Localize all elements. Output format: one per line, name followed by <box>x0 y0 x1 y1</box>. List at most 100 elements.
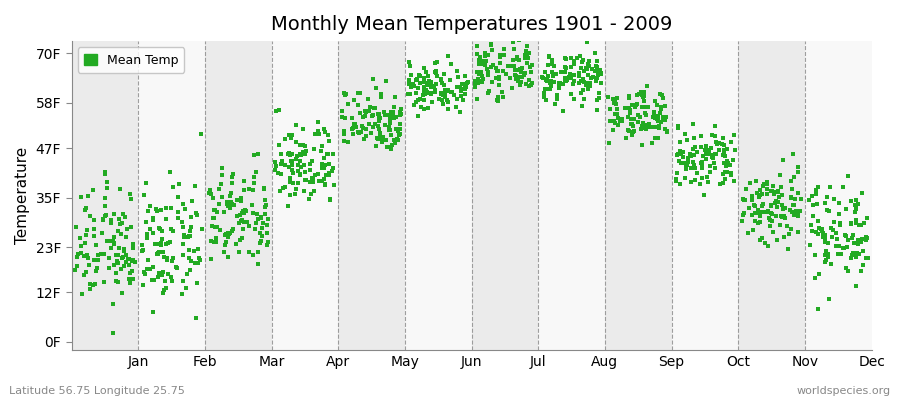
Mean Temp <box>410 85 425 92</box>
Mean Temp <box>458 91 473 97</box>
Mean Temp <box>572 80 586 86</box>
Mean Temp <box>646 124 661 130</box>
Mean Temp <box>417 90 431 96</box>
Mean Temp <box>312 178 327 184</box>
Mean Temp <box>218 232 232 238</box>
Mean Temp <box>255 224 269 231</box>
Mean Temp <box>626 116 641 122</box>
Mean Temp <box>346 97 361 104</box>
Mean Temp <box>151 248 166 255</box>
Mean Temp <box>688 165 702 171</box>
Mean Temp <box>84 286 98 292</box>
Mean Temp <box>88 281 103 287</box>
Mean Temp <box>651 135 665 141</box>
Mean Temp <box>219 231 233 237</box>
Mean Temp <box>268 167 283 173</box>
Mean Temp <box>702 169 716 176</box>
Mean Temp <box>484 40 499 47</box>
Mean Temp <box>225 180 239 186</box>
Mean Temp <box>658 126 672 132</box>
Mean Temp <box>607 100 621 106</box>
Mean Temp <box>86 233 101 239</box>
Mean Temp <box>220 253 235 260</box>
Mean Temp <box>636 92 651 99</box>
Mean Temp <box>434 77 448 83</box>
Mean Temp <box>610 106 625 112</box>
Mean Temp <box>717 142 732 148</box>
Mean Temp <box>811 231 825 238</box>
Mean Temp <box>474 79 489 85</box>
Mean Temp <box>718 176 733 182</box>
Mean Temp <box>585 66 599 72</box>
Mean Temp <box>90 252 104 258</box>
Mean Temp <box>506 56 520 63</box>
Mean Temp <box>322 172 337 178</box>
Mean Temp <box>574 90 589 96</box>
Mean Temp <box>427 83 441 90</box>
Mean Temp <box>278 162 293 168</box>
Mean Temp <box>716 152 730 158</box>
Mean Temp <box>622 95 636 101</box>
Mean Temp <box>627 128 642 134</box>
Mean Temp <box>572 52 587 59</box>
Mean Temp <box>310 170 325 177</box>
Mean Temp <box>384 112 399 118</box>
Mean Temp <box>169 264 184 270</box>
Mean Temp <box>392 128 406 134</box>
Mean Temp <box>269 108 284 114</box>
Mean Temp <box>850 282 864 289</box>
Bar <box>738 41 805 350</box>
Mean Temp <box>140 234 155 241</box>
Bar <box>272 41 338 350</box>
Mean Temp <box>146 230 160 237</box>
Mean Temp <box>189 280 203 286</box>
Mean Temp <box>386 112 400 118</box>
Mean Temp <box>135 242 149 248</box>
Mean Temp <box>806 202 821 208</box>
Mean Temp <box>450 84 464 90</box>
Mean Temp <box>695 175 709 181</box>
Mean Temp <box>515 74 529 80</box>
Mean Temp <box>155 272 169 278</box>
Mean Temp <box>286 170 301 176</box>
Mean Temp <box>860 255 875 262</box>
Mean Temp <box>156 249 170 255</box>
Mean Temp <box>240 219 255 226</box>
Mean Temp <box>176 290 190 297</box>
Mean Temp <box>790 190 805 196</box>
Mean Temp <box>176 219 190 226</box>
Mean Temp <box>297 188 311 195</box>
Mean Temp <box>325 168 339 174</box>
Mean Temp <box>305 176 320 182</box>
Mean Temp <box>763 188 778 194</box>
Mean Temp <box>473 54 488 60</box>
Mean Temp <box>582 80 597 86</box>
Mean Temp <box>122 276 136 282</box>
Mean Temp <box>505 84 519 91</box>
Mean Temp <box>670 170 684 176</box>
Mean Temp <box>223 190 238 196</box>
Mean Temp <box>374 94 388 100</box>
Mean Temp <box>843 220 858 226</box>
Mean Temp <box>753 237 768 243</box>
Mean Temp <box>235 217 249 223</box>
Mean Temp <box>460 80 474 86</box>
Mean Temp <box>558 64 572 70</box>
Mean Temp <box>372 116 386 123</box>
Mean Temp <box>470 96 484 102</box>
Mean Temp <box>851 251 866 258</box>
Mean Temp <box>242 222 256 229</box>
Mean Temp <box>91 257 105 264</box>
Mean Temp <box>790 211 805 217</box>
Mean Temp <box>760 186 775 192</box>
Mean Temp <box>646 110 661 116</box>
Mean Temp <box>111 258 125 264</box>
Mean Temp <box>481 52 495 58</box>
Mean Temp <box>150 251 165 258</box>
Mean Temp <box>128 258 142 265</box>
Mean Temp <box>791 169 806 176</box>
Mean Temp <box>109 252 123 258</box>
Mean Temp <box>562 74 577 80</box>
Mean Temp <box>112 245 126 252</box>
Mean Temp <box>382 124 397 130</box>
